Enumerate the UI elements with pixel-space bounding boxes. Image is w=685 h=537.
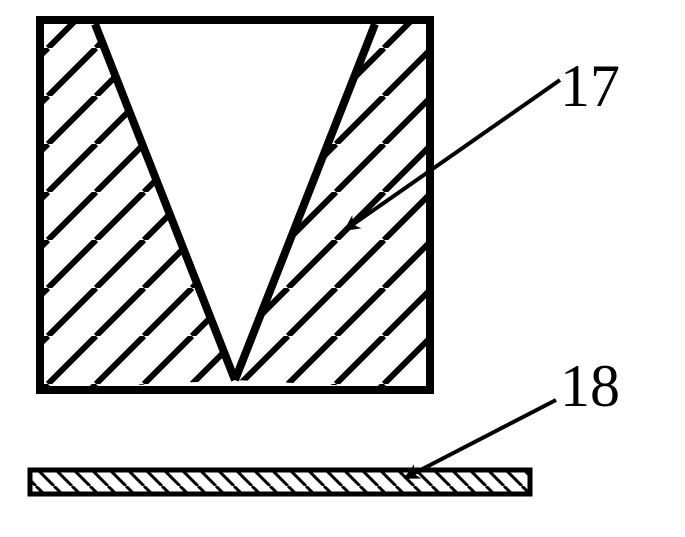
callout-label-18: 18 [560, 352, 620, 421]
figure-canvas: 17 18 [0, 0, 685, 537]
callout-label-17: 17 [560, 52, 620, 121]
